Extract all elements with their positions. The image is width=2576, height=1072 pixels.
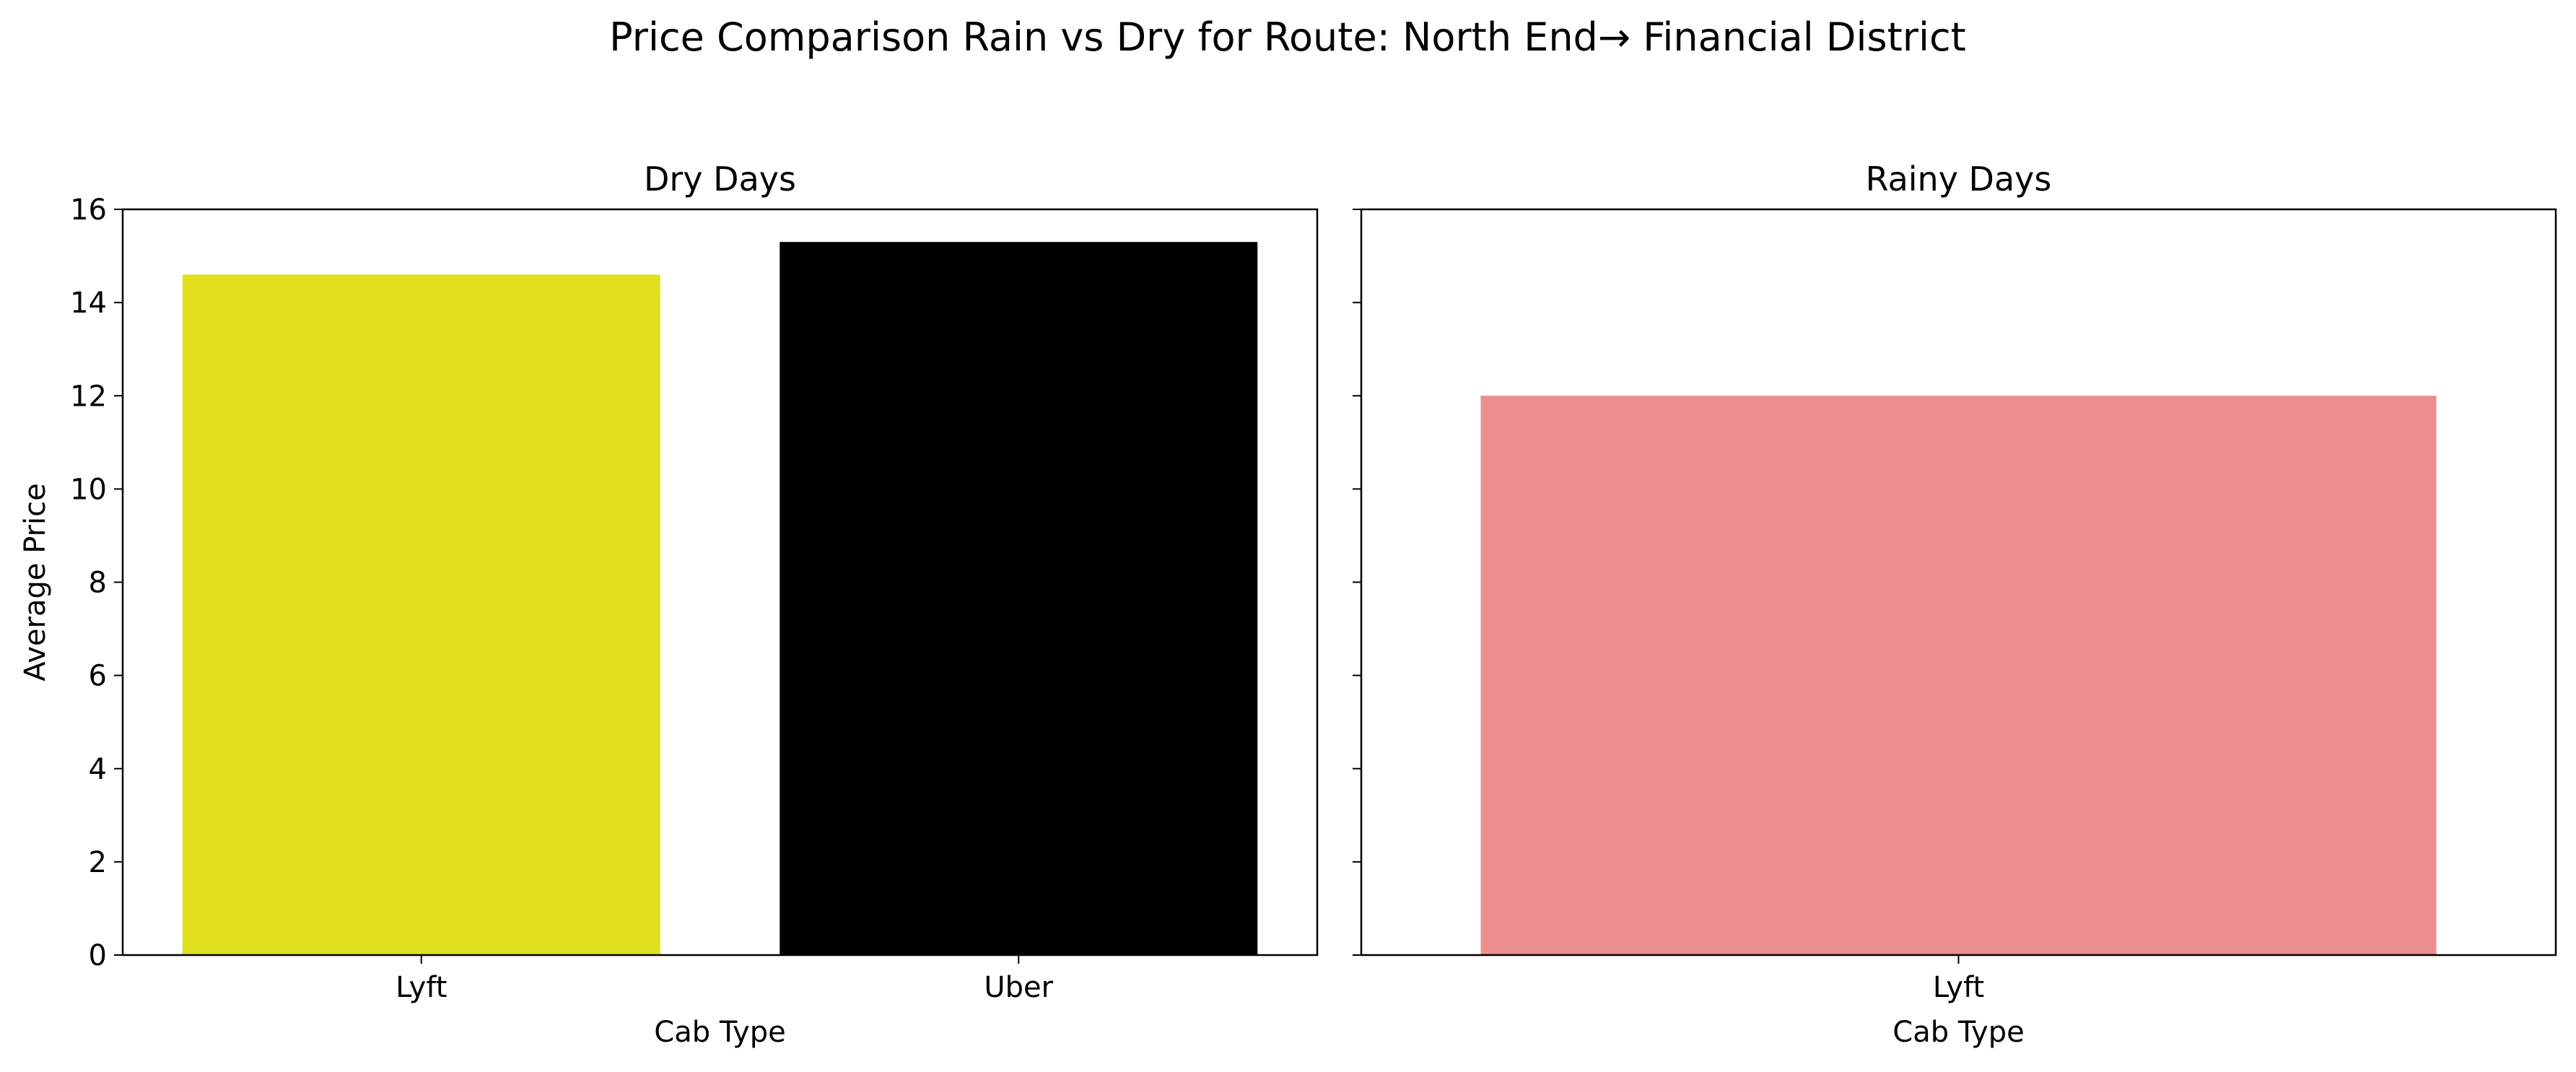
y-tick-label: 0 [89, 939, 107, 972]
subplot-title: Dry Days [644, 160, 796, 199]
subplot-title: Rainy Days [1866, 160, 2052, 199]
x-axis-label: Cab Type [1892, 1016, 2024, 1049]
y-tick-label: 14 [70, 287, 107, 320]
y-tick-label: 6 [89, 660, 107, 693]
y-tick-label: 16 [70, 193, 107, 227]
x-tick-label: Lyft [1933, 971, 1984, 1004]
y-tick-label: 2 [89, 846, 107, 879]
y-tick-label: 8 [89, 567, 107, 600]
y-axis-label: Average Price [19, 483, 52, 681]
bar-uber [780, 242, 1258, 956]
x-tick-label: Lyft [396, 971, 447, 1004]
figure-title: Price Comparison Rain vs Dry for Route: … [609, 14, 1966, 60]
axes-frame [121, 208, 1319, 956]
y-tick-label: 4 [89, 753, 107, 786]
bar-lyft [182, 274, 660, 955]
y-tick-label: 12 [70, 380, 107, 413]
bar-lyft [1480, 396, 2437, 955]
x-tick-label: Uber [984, 971, 1053, 1004]
x-axis-label: Cab Type [654, 1016, 785, 1049]
axes-frame [1360, 208, 2557, 956]
y-tick-label: 10 [70, 473, 107, 506]
